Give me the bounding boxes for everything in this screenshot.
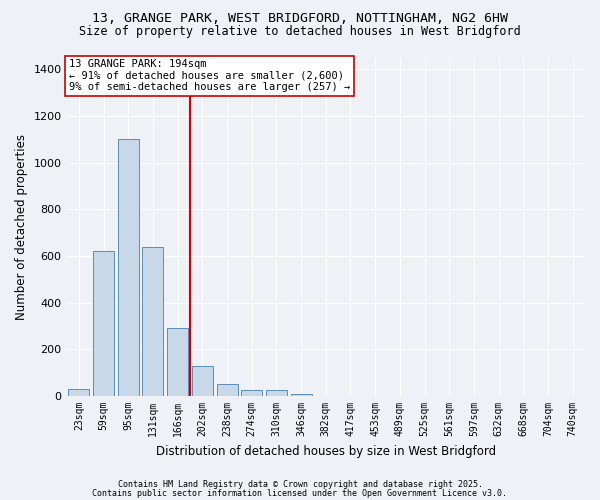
Text: 13 GRANGE PARK: 194sqm
← 91% of detached houses are smaller (2,600)
9% of semi-d: 13 GRANGE PARK: 194sqm ← 91% of detached…	[69, 59, 350, 92]
Bar	[217, 384, 238, 396]
Bar	[266, 390, 287, 396]
Bar	[93, 252, 114, 396]
X-axis label: Distribution of detached houses by size in West Bridgford: Distribution of detached houses by size …	[156, 444, 496, 458]
Bar	[142, 246, 163, 396]
Y-axis label: Number of detached properties: Number of detached properties	[15, 134, 28, 320]
Bar	[167, 328, 188, 396]
Text: Contains HM Land Registry data © Crown copyright and database right 2025.: Contains HM Land Registry data © Crown c…	[118, 480, 482, 489]
Bar	[241, 390, 262, 396]
Text: 13, GRANGE PARK, WEST BRIDGFORD, NOTTINGHAM, NG2 6HW: 13, GRANGE PARK, WEST BRIDGFORD, NOTTING…	[92, 12, 508, 26]
Text: Size of property relative to detached houses in West Bridgford: Size of property relative to detached ho…	[79, 25, 521, 38]
Bar	[118, 139, 139, 396]
Bar	[68, 389, 89, 396]
Bar	[192, 366, 213, 396]
Bar	[290, 394, 311, 396]
Text: Contains public sector information licensed under the Open Government Licence v3: Contains public sector information licen…	[92, 489, 508, 498]
